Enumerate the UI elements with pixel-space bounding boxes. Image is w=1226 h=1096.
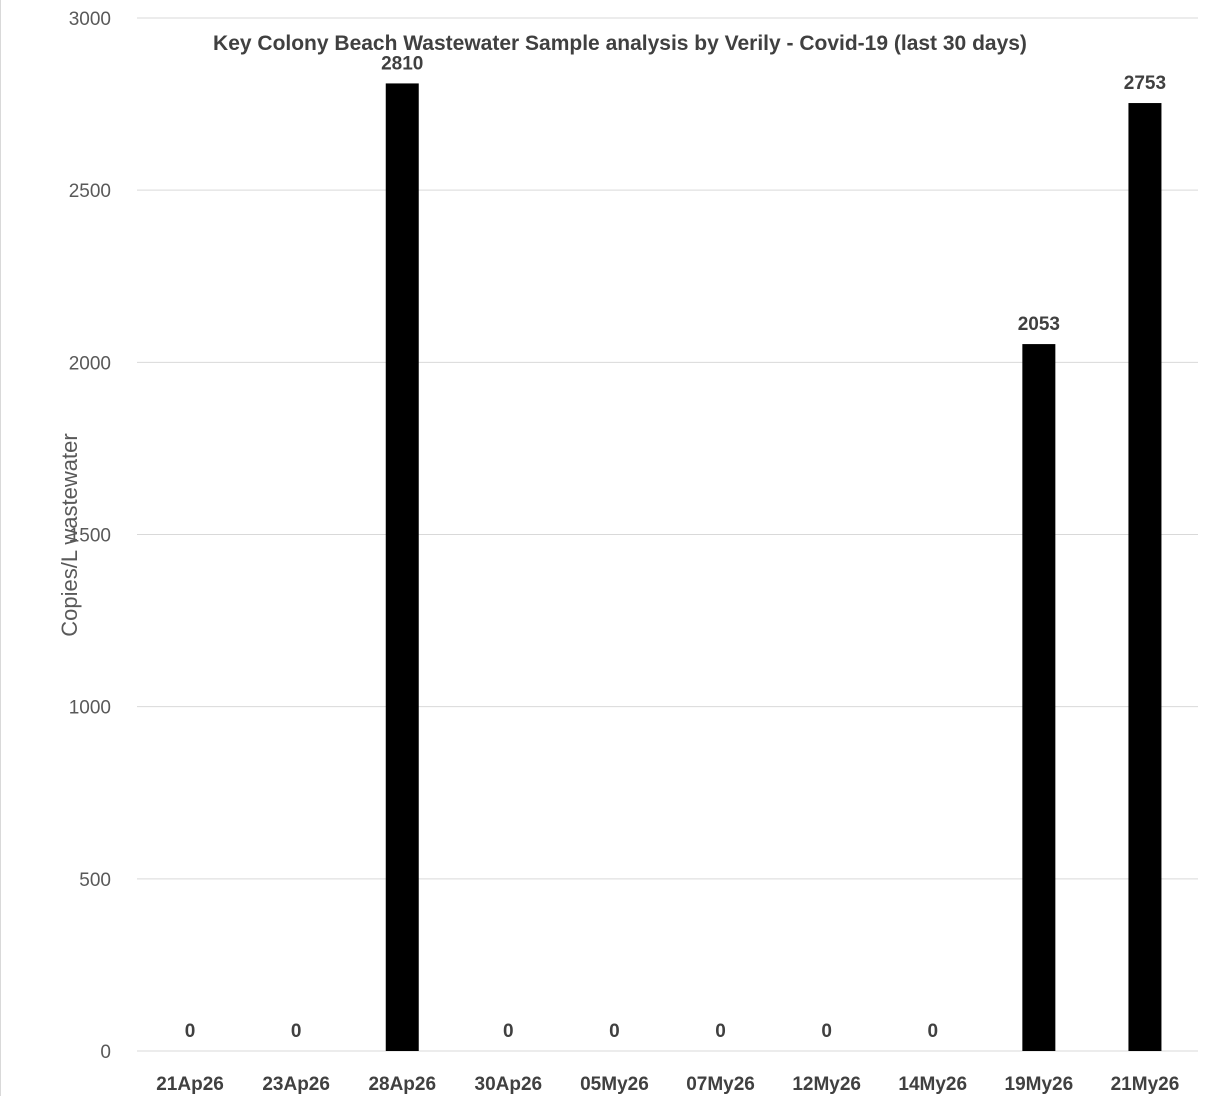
- data-label: 0: [927, 1021, 938, 1042]
- y-tick-label: 2500: [69, 181, 111, 202]
- chart-title: Key Colony Beach Wastewater Sample analy…: [213, 32, 1027, 55]
- y-tick-label: 0: [100, 1042, 111, 1063]
- x-tick-label: 30Ap26: [475, 1074, 543, 1095]
- bar: [1022, 344, 1056, 1051]
- data-label: 0: [291, 1021, 302, 1042]
- x-tick-label: 14My26: [898, 1074, 967, 1095]
- x-tick-label: 07My26: [686, 1074, 755, 1095]
- bars: [385, 83, 1162, 1051]
- data-label: 2753: [1124, 73, 1166, 94]
- y-axis-ticks: 0 500 1000 1500 2000 2500 3000: [69, 9, 111, 1063]
- data-label: 0: [185, 1021, 196, 1042]
- y-tick-label: 1000: [69, 698, 111, 719]
- y-tick-label: 500: [79, 870, 111, 891]
- bar: [385, 83, 419, 1051]
- y-tick-label: 3000: [69, 9, 111, 30]
- gridlines: [137, 17, 1198, 1052]
- y-axis-label: Copies/L wastewater: [57, 433, 82, 636]
- x-tick-label: 28Ap26: [368, 1074, 436, 1095]
- x-tick-label: 21Ap26: [156, 1074, 224, 1095]
- y-tick-label: 1500: [69, 526, 111, 547]
- x-tick-label: 21My26: [1111, 1074, 1180, 1095]
- data-label: 2810: [381, 53, 423, 74]
- data-labels: 0 0 2810 0 0 0 0 0 2053 2753: [185, 53, 1166, 1042]
- data-label: 2053: [1018, 314, 1060, 335]
- data-label: 0: [715, 1021, 726, 1042]
- data-label: 0: [503, 1021, 514, 1042]
- x-tick-label: 05My26: [580, 1074, 649, 1095]
- data-label: 0: [821, 1021, 832, 1042]
- x-tick-label: 19My26: [1005, 1074, 1074, 1095]
- data-label: 0: [609, 1021, 620, 1042]
- x-axis-ticks: 21Ap26 23Ap26 28Ap26 30Ap26 05My26 07My26 12My…: [156, 1074, 1179, 1095]
- bar: [1128, 103, 1162, 1051]
- x-tick-label: 23Ap26: [262, 1074, 330, 1095]
- x-tick-label: 12My26: [792, 1074, 861, 1095]
- y-tick-label: 2000: [69, 353, 111, 374]
